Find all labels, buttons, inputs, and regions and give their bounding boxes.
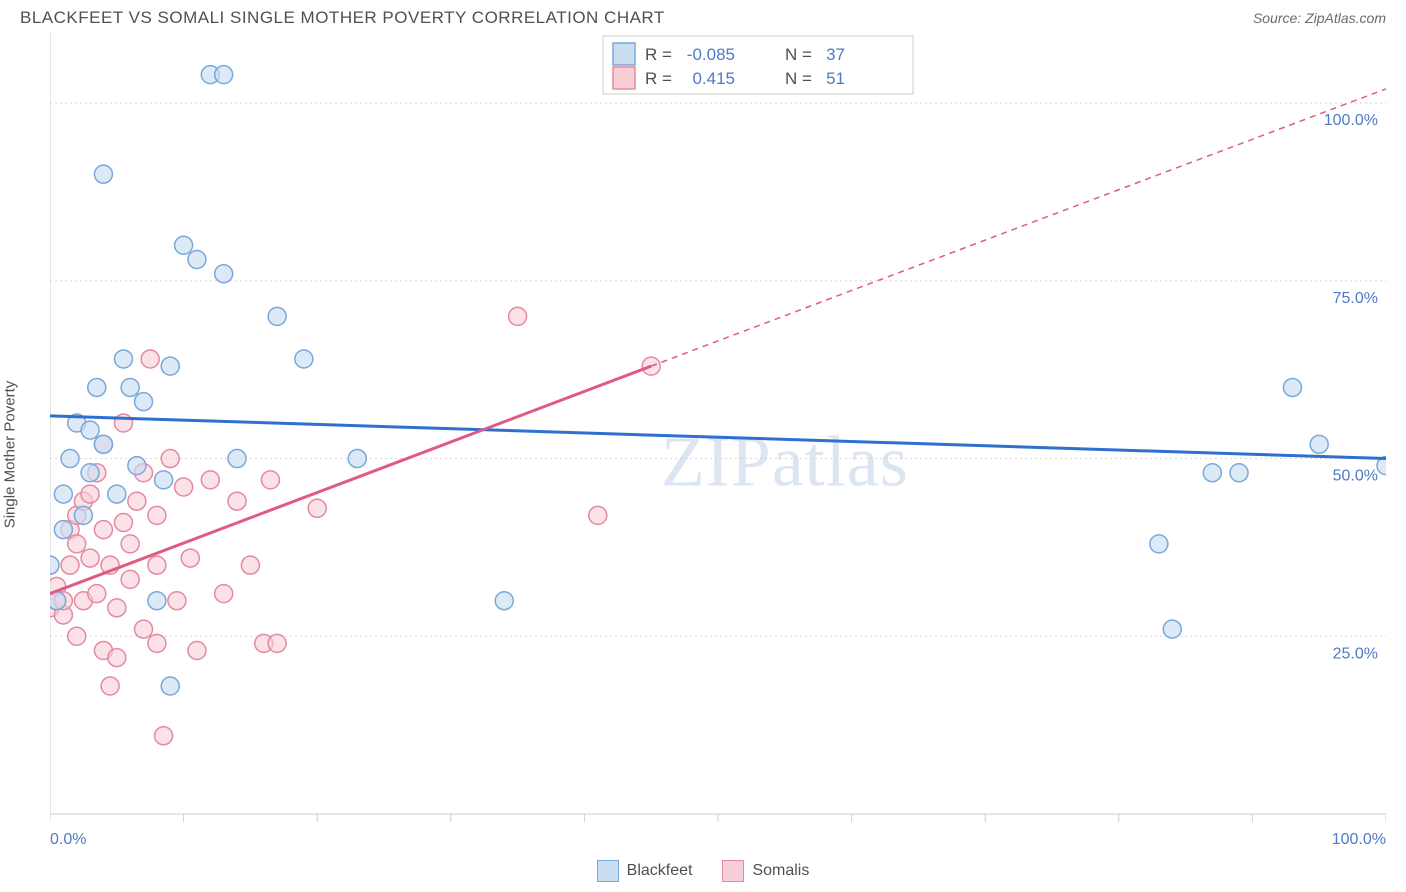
- svg-text:25.0%: 25.0%: [1333, 645, 1378, 662]
- svg-text:50.0%: 50.0%: [1333, 468, 1378, 485]
- y-axis-label: Single Mother Poverty: [2, 381, 19, 529]
- svg-text:N =: N =: [785, 69, 812, 88]
- scatter-chart: 25.0% 50.0% 75.0% 100.0% 0.0% 100.0% ZIPatlas R…: [50, 32, 1386, 854]
- legend-swatch-somalis: [722, 860, 744, 882]
- legend-swatch-blackfeet: [597, 860, 619, 882]
- svg-text:0.0%: 0.0%: [50, 831, 86, 848]
- chart-container: 25.0% 50.0% 75.0% 100.0% 0.0% 100.0% ZIPatlas R…: [50, 32, 1386, 854]
- chart-header: BLACKFEET VS SOMALI SINGLE MOTHER POVERT…: [0, 0, 1406, 32]
- legend-label-blackfeet: Blackfeet: [627, 862, 693, 880]
- legend-item-blackfeet: Blackfeet: [597, 860, 693, 882]
- legend-label-somalis: Somalis: [752, 862, 809, 880]
- svg-text:51: 51: [826, 69, 845, 88]
- svg-text:75.0%: 75.0%: [1333, 290, 1378, 307]
- svg-text:ZIPatlas: ZIPatlas: [661, 422, 909, 502]
- svg-text:R =: R =: [645, 69, 672, 88]
- svg-text:N =: N =: [785, 45, 812, 64]
- svg-text:-0.085: -0.085: [687, 45, 735, 64]
- chart-source: Source: ZipAtlas.com: [1253, 10, 1386, 26]
- svg-text:0.415: 0.415: [692, 69, 735, 88]
- legend-item-somalis: Somalis: [722, 860, 809, 882]
- svg-text:37: 37: [826, 45, 845, 64]
- svg-text:R =: R =: [645, 45, 672, 64]
- chart-title: BLACKFEET VS SOMALI SINGLE MOTHER POVERT…: [20, 8, 665, 28]
- svg-text:100.0%: 100.0%: [1332, 831, 1386, 848]
- svg-text:100.0%: 100.0%: [1324, 112, 1378, 129]
- legend-bottom: Blackfeet Somalis: [0, 860, 1406, 882]
